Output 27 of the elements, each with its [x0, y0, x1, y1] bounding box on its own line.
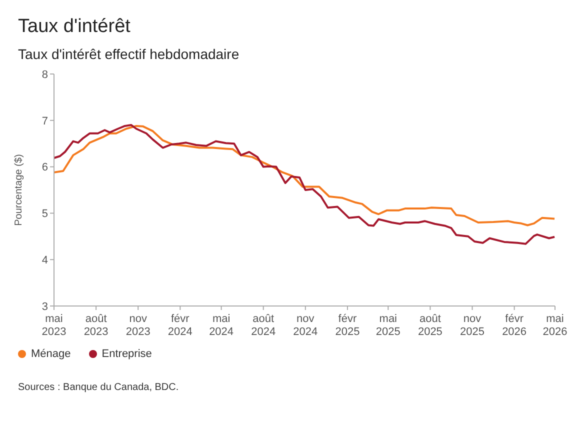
legend-label: Ménage — [30, 348, 71, 360]
x-tick-label: mai 2026 — [542, 313, 568, 338]
y-tick-label: 3 — [42, 300, 48, 313]
y-axis-title: Pourcentage ($) — [14, 154, 25, 226]
x-tick-label: mai 2025 — [376, 313, 400, 338]
x-tick-label: mai 2024 — [209, 313, 234, 338]
x-tick-label: août 2024 — [251, 313, 276, 338]
x-tick-label: août 2023 — [84, 313, 108, 338]
y-tick-label: 5 — [42, 208, 48, 220]
x-tick-label: nov 2023 — [126, 313, 150, 338]
y-tick-label: 6 — [42, 162, 48, 174]
x-tick-label: févr 2026 — [502, 313, 527, 338]
y-tick-label: 4 — [42, 254, 48, 267]
y-tick-label: 8 — [42, 68, 48, 81]
x-tick-label: août 2025 — [418, 313, 442, 338]
x-tick-label: nov 2025 — [460, 313, 485, 338]
x-tick-label: mai 2023 — [42, 313, 66, 338]
chart-subtitle: Taux d'intérêt effectif hebdomadaire — [17, 45, 240, 62]
source-note: Sources : Banque du Canada, BDC. — [17, 382, 180, 393]
chart-title: Taux d'intérêt — [17, 15, 132, 38]
line-series — [54, 124, 555, 226]
x-tick-label: févr 2024 — [168, 313, 192, 338]
legend-label: Entreprise — [100, 348, 152, 360]
y-tick-label: 7 — [42, 115, 48, 128]
x-tick-label: févr 2025 — [335, 313, 360, 338]
x-tick-label: nov 2024 — [293, 313, 318, 338]
line-series — [54, 124, 555, 245]
